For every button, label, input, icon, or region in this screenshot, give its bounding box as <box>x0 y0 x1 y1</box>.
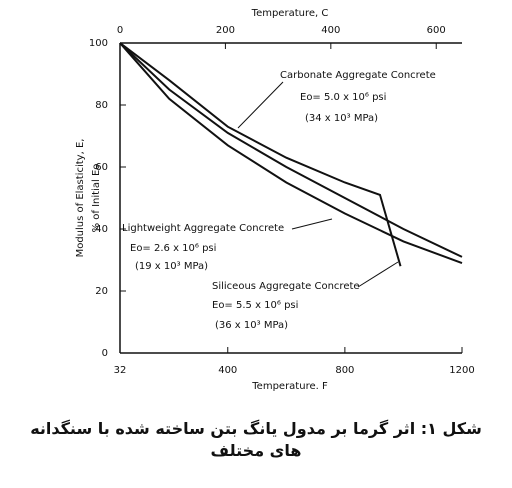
x2-tick-label: 400 <box>321 25 340 36</box>
x-tick-label: 32 <box>114 365 127 376</box>
y-tick-label: 0 <box>102 348 108 359</box>
y-tick-label: 20 <box>95 286 108 297</box>
series-label: Siliceous Aggregate Concrete <box>212 281 360 292</box>
line <box>119 42 402 267</box>
series-note: Eo= 2.6 x 10⁶ psi <box>130 243 216 254</box>
y-axis-title: Modulus of Elasticity, E, <box>75 139 86 258</box>
series-note: (19 x 10³ MPa) <box>135 261 208 272</box>
top-axis-title: Temperature, C <box>251 8 329 19</box>
series-note: Eo= 5.5 x 10⁶ psi <box>212 300 298 311</box>
x-axis-title: Temperature. F <box>251 381 328 392</box>
x-tick-label: 400 <box>218 365 237 376</box>
x-tick-label: 800 <box>335 365 354 376</box>
x-tick-label: 1200 <box>449 365 474 376</box>
x2-tick-label: 200 <box>216 25 235 36</box>
chart: Temperature, C Temperature. F Modulus of… <box>75 8 475 392</box>
line <box>119 42 463 265</box>
y-tick-label: 80 <box>95 100 108 111</box>
series-note: (34 x 10³ MPa) <box>305 113 378 124</box>
series-label: Lightweight Aggregate Concrete <box>122 223 284 234</box>
y-tick-label: 40 <box>95 224 108 235</box>
caption: شکل ۱: اثر گرما بر مدول یانگ بتن ساخته ش… <box>30 419 482 460</box>
x2-tick-label: 0 <box>117 25 123 36</box>
y-axis-title: % of Initial Eo <box>91 164 102 233</box>
pointer <box>237 81 284 129</box>
series-note: (36 x 10³ MPa) <box>215 320 288 331</box>
series-label: Carbonate Aggregate Concrete <box>280 70 436 81</box>
pointer <box>291 218 333 230</box>
series-note: Eo= 5.0 x 10⁶ psi <box>300 92 386 103</box>
x2-tick-label: 600 <box>427 25 446 36</box>
pointer <box>357 261 399 288</box>
y-tick-label: 100 <box>89 38 108 49</box>
line <box>119 42 463 258</box>
y-tick-label: 60 <box>95 162 108 173</box>
